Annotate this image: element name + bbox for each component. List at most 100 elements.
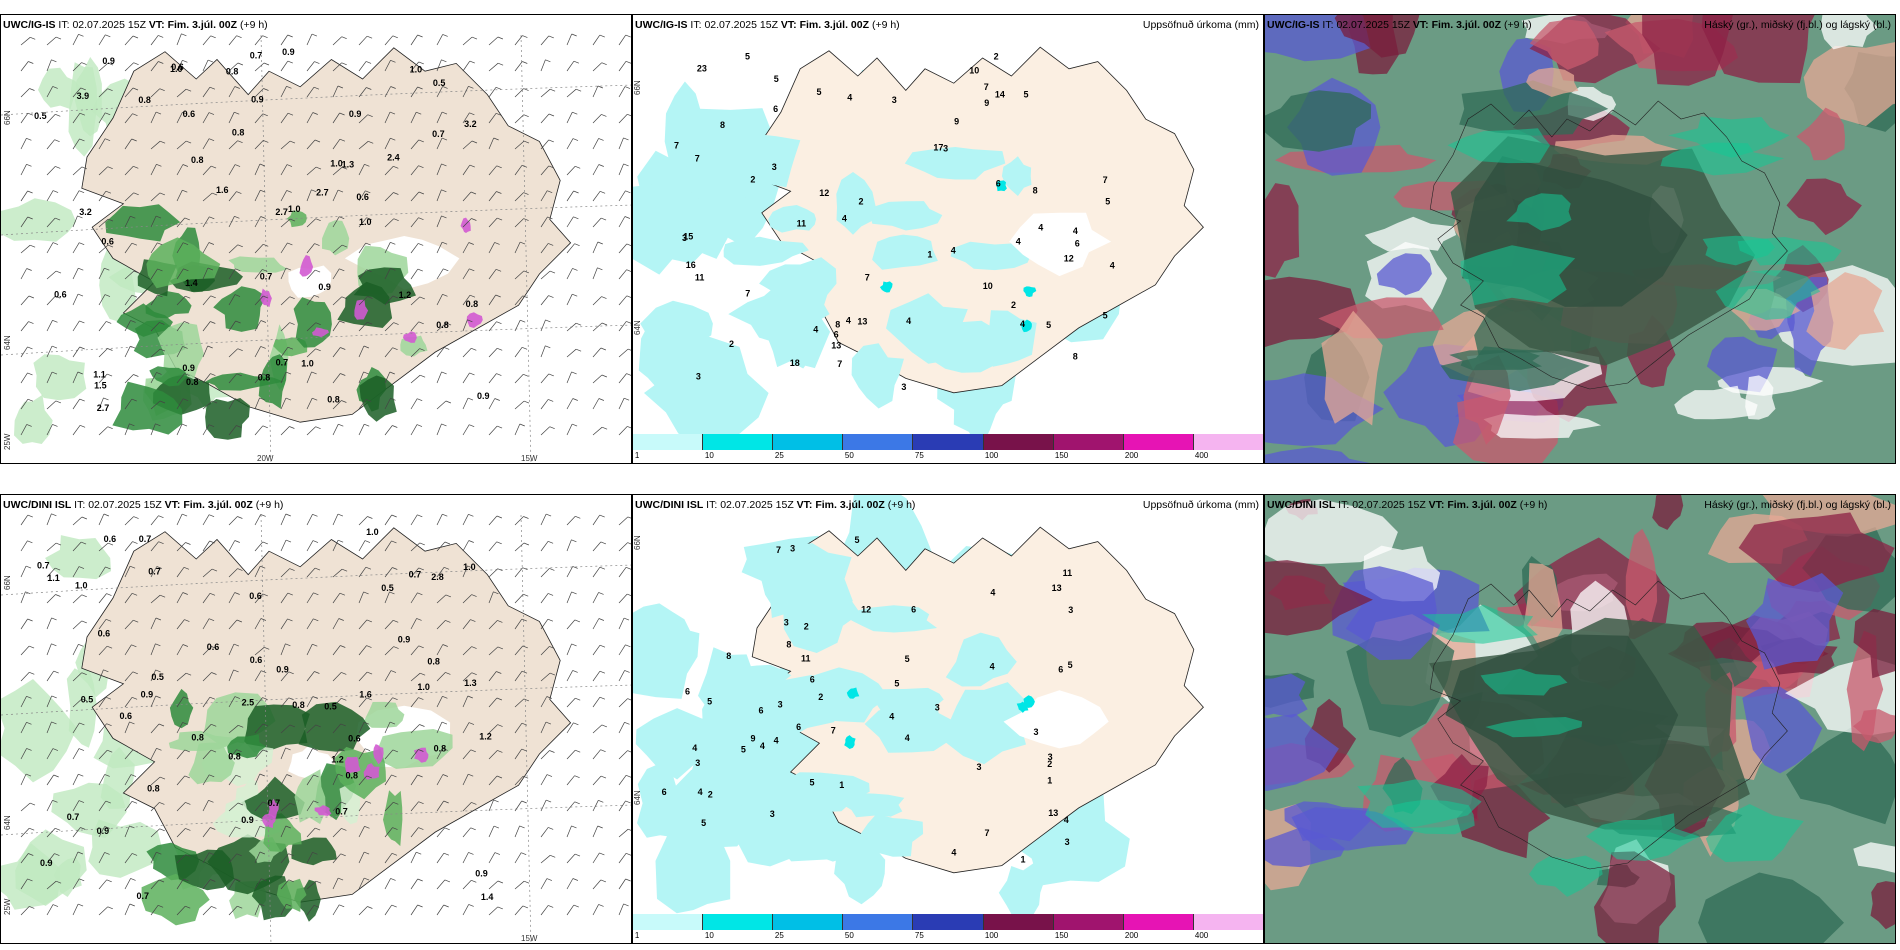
wind-barb <box>202 35 211 46</box>
wind-barb <box>254 878 262 890</box>
wind-barb <box>444 827 450 831</box>
wind-barb <box>384 567 393 578</box>
precip-area <box>793 667 889 723</box>
precip-area <box>633 603 692 668</box>
wind-barb <box>202 192 213 202</box>
wind-barb <box>367 906 373 909</box>
colorbar-segment <box>633 434 704 450</box>
wind-barb <box>358 296 368 306</box>
wind-barb <box>462 218 472 228</box>
iceland-outline <box>1429 580 1788 870</box>
wind-barb <box>575 165 581 169</box>
wind-barb <box>571 371 577 375</box>
wind-barb <box>384 295 394 306</box>
wind-barb <box>540 139 550 150</box>
wind-barb <box>176 619 185 630</box>
wind-barb <box>471 36 478 40</box>
wind-barb <box>540 646 550 656</box>
wind-barb <box>592 566 601 578</box>
wind-barb <box>182 722 188 725</box>
wind-barb <box>540 878 548 890</box>
wind-barb <box>105 34 111 38</box>
wind-barb <box>131 696 138 700</box>
wind-barb <box>20 216 28 228</box>
snow-area <box>312 327 329 338</box>
wind-barb <box>52 799 58 803</box>
wind-barb <box>549 426 555 430</box>
wind-barb <box>358 35 368 46</box>
wind-barb <box>228 826 236 838</box>
wind-barb <box>417 774 423 778</box>
model-name: UWC/IG-IS <box>1267 19 1320 31</box>
wind-barb <box>280 112 289 124</box>
wind-barb <box>228 268 236 280</box>
wind-barb <box>129 721 135 725</box>
wind-barb <box>575 348 582 352</box>
wind-barb <box>176 346 183 358</box>
wind-barb <box>306 243 315 254</box>
value-label: 0.9 <box>102 56 115 66</box>
wind-barb <box>358 877 365 890</box>
wind-barb <box>550 854 556 858</box>
wind-barb <box>20 853 29 864</box>
wind-barb <box>306 592 314 604</box>
wind-barb <box>133 619 139 623</box>
wind-barb <box>410 801 419 812</box>
value-label: 7 <box>837 359 842 369</box>
precip-area <box>224 797 248 824</box>
wind-barb <box>72 541 82 552</box>
wind-barb <box>600 347 607 351</box>
wind-barb <box>441 189 447 193</box>
wind-barb <box>488 217 498 228</box>
wind-barb <box>624 721 630 725</box>
wind-barb <box>488 750 498 760</box>
wind-barb <box>338 618 344 621</box>
lead-time: (+9 h) <box>1503 19 1532 31</box>
wind-barb <box>627 348 631 351</box>
wind-barb <box>418 321 424 325</box>
value-label: 3 <box>901 382 906 392</box>
wind-barb <box>124 878 131 890</box>
wind-barb <box>358 217 367 228</box>
wind-barb <box>624 86 631 89</box>
snow-area <box>299 255 314 277</box>
wind-barb <box>618 373 627 384</box>
wind-barb <box>72 851 79 864</box>
wind-barb <box>441 241 448 245</box>
wind-barb <box>306 33 313 46</box>
wind-barb <box>566 322 577 332</box>
value-label: 11 <box>1063 568 1073 578</box>
wind-barb <box>159 322 165 325</box>
wind-barb <box>443 904 449 908</box>
wind-barb <box>254 723 264 734</box>
colorbar-ticks: 1 10 25 50 75 100 150 200 400 <box>633 931 1263 943</box>
value-label: 11 <box>801 654 811 664</box>
wind-barb <box>280 774 288 786</box>
wind-barb <box>363 851 370 855</box>
wind-barb <box>600 749 606 753</box>
wind-barb <box>514 800 522 812</box>
wind-barb <box>286 164 293 167</box>
value-label: 8 <box>720 120 725 130</box>
wind-barb <box>20 514 29 526</box>
wind-barb <box>254 618 262 630</box>
wind-barb <box>339 138 346 142</box>
wind-barb <box>228 696 236 708</box>
value-label: 7 <box>865 273 870 283</box>
precip-area <box>88 819 162 878</box>
wind-barb <box>548 139 554 143</box>
wind-barb <box>467 397 474 401</box>
wind-barb <box>306 86 315 98</box>
wind-barb <box>625 774 631 778</box>
wind-barb <box>176 878 184 890</box>
value-label: 7 <box>831 726 836 736</box>
value-label: 2.8 <box>431 572 444 582</box>
wind-barb <box>625 190 631 194</box>
wind-barb <box>260 618 267 621</box>
wind-barb <box>46 400 57 410</box>
value-label: 0.8 <box>466 299 479 309</box>
wind-barb <box>384 749 394 760</box>
wind-barb <box>358 619 368 630</box>
wind-barb <box>228 373 237 384</box>
wind-barb <box>29 88 35 91</box>
